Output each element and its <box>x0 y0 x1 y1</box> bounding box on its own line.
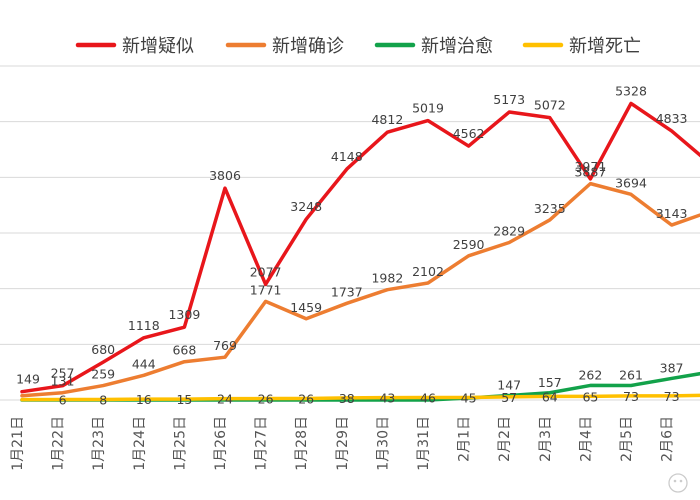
series-line-1 <box>20 101 700 394</box>
data-label: 2077 <box>250 264 282 279</box>
data-label: 3971 <box>574 159 606 174</box>
data-label: 257 <box>51 366 75 381</box>
data-label: 43 <box>379 391 395 406</box>
data-label: 4812 <box>371 112 403 127</box>
data-label: 26 <box>298 392 314 407</box>
data-label: 64 <box>542 389 558 404</box>
data-label: 73 <box>623 389 639 404</box>
data-label: 15 <box>176 392 192 407</box>
data-label: 26 <box>258 392 274 407</box>
x-axis: 1月21日 1月22日 1月23日 1月24日 1月25日 1月26日 1月27日 1月28日… <box>10 416 676 471</box>
data-label: 157 <box>538 375 562 390</box>
legend-label: 新增死亡 <box>569 36 641 57</box>
data-label: 73 <box>664 389 680 404</box>
x-tick-label: 1月28日 <box>294 416 310 471</box>
data-label: 147 <box>497 378 521 393</box>
data-label: 680 <box>91 342 115 357</box>
x-tick-label: 1月25日 <box>172 416 188 471</box>
data-label: 5019 <box>412 101 444 116</box>
data-label: 149 <box>16 372 40 387</box>
gridlines <box>0 65 700 401</box>
legend: 新增疑似 新增确诊 新增治愈 新增死亡 <box>75 36 641 57</box>
data-label: 5072 <box>534 98 566 113</box>
data-label: 4833 <box>656 111 688 126</box>
x-tick-label: 1月31日 <box>416 416 432 471</box>
data-label: 5328 <box>615 83 647 98</box>
data-label: 3887 <box>574 165 606 180</box>
data-label: 1737 <box>331 284 363 299</box>
data-label: 3143 <box>656 206 688 221</box>
x-tick-label: 1月23日 <box>91 416 107 471</box>
data-label: 6 <box>59 392 67 407</box>
x-tick-label: 1月30日 <box>375 416 391 471</box>
legend-label: 新增治愈 <box>421 36 493 57</box>
data-label: 16 <box>136 392 152 407</box>
x-tick-label: 2月3日 <box>538 416 554 462</box>
data-label: 4562 <box>453 126 485 141</box>
series-line-2 <box>20 181 700 398</box>
data-label: 3235 <box>534 201 566 216</box>
data-label: 444 <box>132 356 156 371</box>
data-label: 1118 <box>128 318 160 333</box>
data-label: 46 <box>420 390 436 405</box>
x-tick-label: 1月26日 <box>213 416 229 471</box>
series-line-4 <box>20 393 700 402</box>
data-label: 387 <box>660 360 684 375</box>
data-label: 8 <box>99 393 107 408</box>
data-label: 57 <box>501 390 517 405</box>
data-label: 2829 <box>493 224 525 239</box>
data-label: 3248 <box>290 199 322 214</box>
data-label: 65 <box>582 389 598 404</box>
data-label: 45 <box>461 390 477 405</box>
data-label: 668 <box>172 343 196 358</box>
wechat-watermark-icon <box>668 473 688 493</box>
x-tick-label: 2月2日 <box>497 416 513 462</box>
data-label: 1982 <box>371 271 403 286</box>
legend-label: 新增确诊 <box>272 36 344 57</box>
data-label: 3806 <box>209 168 241 183</box>
data-label: 3694 <box>615 175 647 190</box>
data-label: 2590 <box>453 237 485 252</box>
x-tick-label: 1月29日 <box>335 416 351 471</box>
data-label: 131 <box>51 374 75 389</box>
x-tick-label: 2月5日 <box>619 416 635 462</box>
data-label: 4148 <box>331 149 363 164</box>
data-label: 24 <box>217 392 233 407</box>
x-tick-label: 2月6日 <box>660 416 676 462</box>
legend-label: 新增疑似 <box>122 36 194 57</box>
data-label: 769 <box>213 338 237 353</box>
series-lines <box>20 101 700 402</box>
x-tick-label: 1月22日 <box>51 416 67 471</box>
data-labels: 149 257 680 1118 1309 3806 2077 3248 4148 4812 501… <box>16 83 688 408</box>
data-label: 1459 <box>290 300 322 315</box>
data-label: 5173 <box>493 92 525 107</box>
x-tick-label: 1月27日 <box>254 416 270 471</box>
data-label: 2102 <box>412 264 444 279</box>
x-tick-label: 2月4日 <box>578 416 594 462</box>
data-label: 1309 <box>168 307 200 322</box>
x-tick-label: 2月1日 <box>457 416 473 462</box>
data-label: 261 <box>619 367 643 382</box>
data-label: 1771 <box>250 282 282 297</box>
x-tick-label: 1月21日 <box>10 416 26 471</box>
data-label: 38 <box>339 391 355 406</box>
data-label: 262 <box>578 367 602 382</box>
x-tick-label: 1月24日 <box>132 416 148 471</box>
data-label: 259 <box>91 367 115 382</box>
